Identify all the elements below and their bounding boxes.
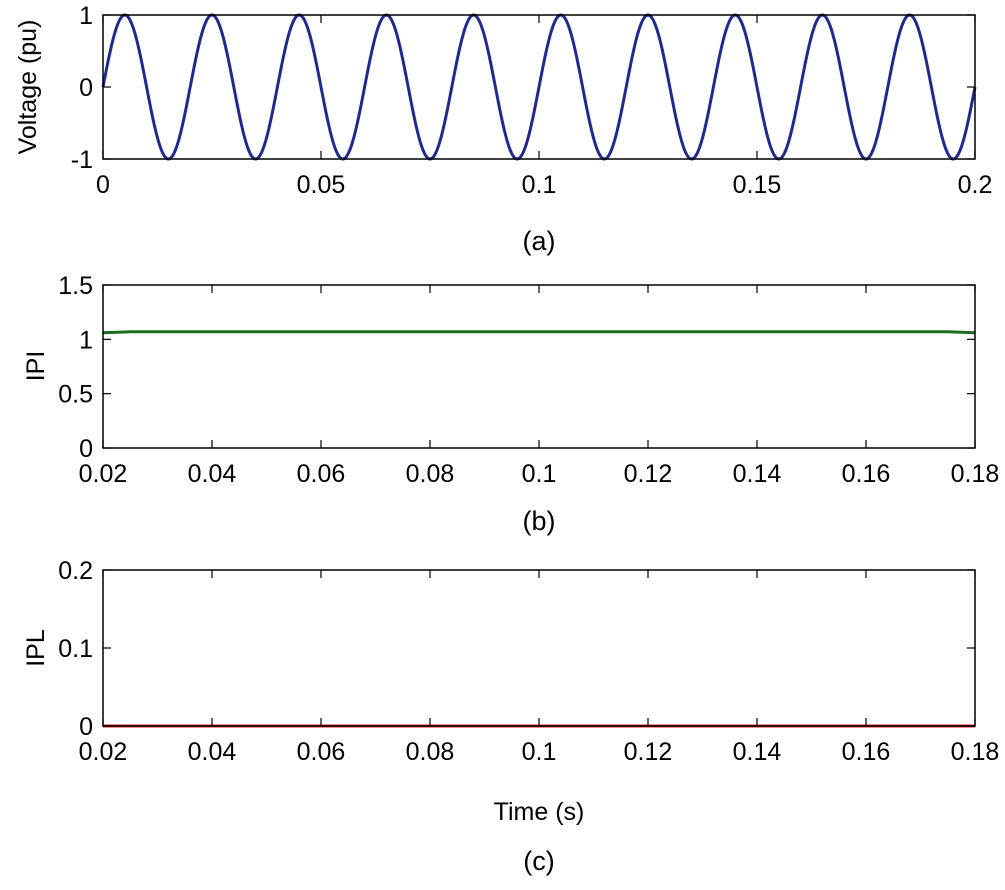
x-tick-label-b: 0.08: [406, 460, 455, 488]
y-axis-label-a: Voltage (pu): [14, 20, 42, 155]
x-tick-label-a: 0.15: [733, 171, 782, 199]
axes-frame-c: [102, 569, 976, 727]
x-tick-label-b: 0.02: [79, 460, 128, 488]
x-tick-label-c: 0.12: [624, 738, 673, 766]
panel-caption-c: (c): [523, 846, 554, 876]
panel-caption-b: (b): [523, 506, 556, 536]
x-tick-label-c: 0.04: [188, 738, 237, 766]
axes-frame-b: [102, 284, 976, 449]
x-tick-label-a: 0.1: [522, 171, 557, 199]
x-tick-label-b: 0.14: [733, 460, 782, 488]
y-tick-label-b: 0.5: [58, 381, 93, 409]
x-tick-label-c: 0.16: [842, 738, 891, 766]
series-line-a-voltage: [101, 13, 977, 161]
x-tick-label-c: 0.18: [951, 738, 1000, 766]
y-tick-label-b: 0: [79, 435, 93, 463]
x-tick-label-b: 0.1: [522, 460, 557, 488]
x-tick-label-c: 0.1: [522, 738, 557, 766]
x-tick-label-b: 0.16: [842, 460, 891, 488]
y-tick-label-b: 1: [79, 326, 93, 354]
panel-caption-a: (a): [523, 226, 556, 256]
x-tick-label-a: 0: [96, 171, 110, 199]
y-tick-label-a: 1: [79, 2, 93, 30]
x-tick-label-a: 0.2: [958, 171, 993, 199]
y-tick-label-b: 1.5: [58, 272, 93, 300]
x-tick-label-c: 0.02: [79, 738, 128, 766]
y-axis-label-b: IPI: [22, 351, 50, 382]
x-tick-label-b: 0.12: [624, 460, 673, 488]
y-axis-label-c: IPL: [22, 629, 50, 667]
y-tick-label-c: 0.1: [58, 635, 93, 663]
series-line-b-ipi: [102, 330, 976, 335]
x-tick-label-b: 0.06: [297, 460, 346, 488]
x-tick-label-c: 0.14: [733, 738, 782, 766]
y-tick-label-a: -1: [71, 146, 93, 174]
x-tick-label-a: 0.05: [297, 171, 346, 199]
x-tick-label-c: 0.06: [297, 738, 346, 766]
y-tick-label-c: 0: [79, 713, 93, 741]
x-tick-label-b: 0.04: [188, 460, 237, 488]
x-axis-label-c: Time (s): [494, 798, 585, 826]
x-tick-label-b: 0.18: [951, 460, 1000, 488]
y-tick-label-a: 0: [79, 74, 93, 102]
y-tick-label-c: 0.2: [58, 557, 93, 585]
x-tick-label-c: 0.08: [406, 738, 455, 766]
